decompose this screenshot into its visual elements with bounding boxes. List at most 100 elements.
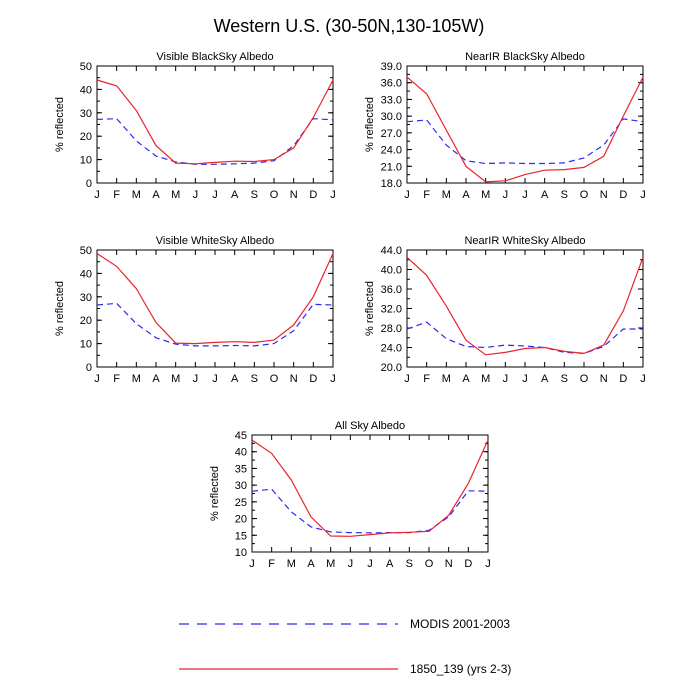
- x-tick-label: S: [561, 189, 568, 201]
- series-modis-line: [406, 118, 644, 165]
- plot-frame: [96, 249, 334, 368]
- y-tick-label: 44.0: [381, 245, 402, 257]
- x-tick-label: A: [541, 373, 549, 385]
- x-tick-label: A: [231, 373, 239, 385]
- x-tick-label: O: [270, 189, 279, 201]
- x-tick-label: F: [423, 189, 430, 201]
- y-tick-label: 30.0: [381, 111, 402, 123]
- x-tick-label: F: [423, 373, 430, 385]
- x-tick-label: J: [249, 558, 255, 570]
- x-tick-label: J: [640, 189, 646, 201]
- y-tick-label: 27.0: [381, 128, 402, 140]
- x-tick-label: J: [330, 373, 336, 385]
- y-tick-label: 39.0: [381, 61, 402, 73]
- series-modis-line: [251, 488, 489, 534]
- x-tick-label: O: [580, 189, 589, 201]
- legend-label: 1850_139 (yrs 2-3): [410, 662, 511, 676]
- y-tick-label: 20.0: [381, 362, 402, 374]
- x-tick-label: M: [132, 373, 141, 385]
- y-tick-label: 40: [80, 84, 92, 96]
- y-tick-label: 36.0: [381, 284, 402, 296]
- x-tick-label: M: [171, 189, 180, 201]
- y-tick-label: 10: [80, 339, 92, 351]
- series-model-line: [96, 79, 334, 165]
- x-tick-label: A: [152, 373, 160, 385]
- y-tick-label: 20: [80, 131, 92, 143]
- y-tick-label: 40.0: [381, 265, 402, 277]
- plot-frame: [406, 249, 644, 368]
- y-tick-label: 36.0: [381, 78, 402, 90]
- y-tick-label: 30: [80, 292, 92, 304]
- y-tick-label: 24.0: [381, 145, 402, 157]
- panel-title: Visible BlackSky Albedo: [156, 51, 273, 63]
- y-tick-label: 20: [235, 514, 247, 526]
- x-tick-label: J: [94, 189, 100, 201]
- x-tick-label: J: [212, 373, 218, 385]
- x-tick-label: N: [445, 558, 453, 570]
- x-tick-label: A: [386, 558, 394, 570]
- x-tick-label: J: [640, 373, 646, 385]
- y-tick-label: 33.0: [381, 94, 402, 106]
- x-tick-label: J: [348, 558, 354, 570]
- x-tick-label: A: [231, 189, 239, 201]
- x-tick-label: J: [404, 373, 410, 385]
- x-tick-label: D: [309, 189, 317, 201]
- series-model-line: [406, 256, 644, 356]
- y-tick-label: 25: [235, 497, 247, 509]
- y-tick-label: 28.0: [381, 323, 402, 335]
- y-tick-label: 0: [86, 362, 92, 374]
- x-tick-label: O: [425, 558, 434, 570]
- panel-title: Visible WhiteSky Albedo: [156, 235, 274, 247]
- x-tick-label: M: [442, 189, 451, 201]
- series-model-line: [406, 76, 644, 183]
- x-tick-label: D: [619, 373, 627, 385]
- x-tick-label: J: [485, 558, 491, 570]
- series-modis-line: [96, 302, 334, 347]
- y-tick-label: 20: [80, 315, 92, 327]
- x-tick-label: M: [326, 558, 335, 570]
- x-tick-label: N: [600, 373, 608, 385]
- y-tick-label: 40: [235, 447, 247, 459]
- x-tick-label: A: [152, 189, 160, 201]
- x-tick-label: J: [193, 189, 199, 201]
- x-tick-label: D: [464, 558, 472, 570]
- x-tick-label: J: [94, 373, 100, 385]
- x-tick-label: N: [600, 189, 608, 201]
- x-tick-label: J: [503, 189, 509, 201]
- y-tick-label: 18.0: [381, 178, 402, 190]
- y-tick-label: 35: [235, 463, 247, 475]
- y-tick-label: 32.0: [381, 304, 402, 316]
- x-tick-label: M: [481, 189, 490, 201]
- y-tick-label: 40: [80, 268, 92, 280]
- x-tick-label: A: [541, 189, 549, 201]
- x-tick-label: D: [619, 189, 627, 201]
- legend: MODIS 2001-2003 1850_139 (yrs 2-3): [179, 617, 511, 676]
- panel-title: NearIR BlackSky Albedo: [465, 51, 585, 63]
- x-tick-label: M: [481, 373, 490, 385]
- x-tick-label: F: [113, 189, 120, 201]
- y-tick-label: 30: [235, 480, 247, 492]
- y-tick-label: 50: [80, 61, 92, 73]
- x-tick-label: M: [171, 373, 180, 385]
- legend-label: MODIS 2001-2003: [410, 617, 510, 631]
- y-tick-label: 15: [235, 530, 247, 542]
- plot-frame: [406, 65, 644, 184]
- panel-title: NearIR WhiteSky Albedo: [464, 235, 585, 247]
- y-tick-label: 21.0: [381, 161, 402, 173]
- x-tick-label: D: [309, 373, 317, 385]
- x-tick-label: S: [406, 558, 413, 570]
- x-tick-label: J: [503, 373, 509, 385]
- y-tick-label: 10: [235, 547, 247, 559]
- x-tick-label: J: [212, 189, 218, 201]
- series-model-line: [251, 439, 489, 537]
- x-tick-label: S: [251, 189, 258, 201]
- x-tick-label: S: [251, 373, 258, 385]
- y-tick-label: 0: [86, 178, 92, 190]
- series-model-line: [96, 252, 334, 345]
- y-axis-label: % reflected: [54, 97, 66, 152]
- y-axis-label: % reflected: [364, 281, 376, 336]
